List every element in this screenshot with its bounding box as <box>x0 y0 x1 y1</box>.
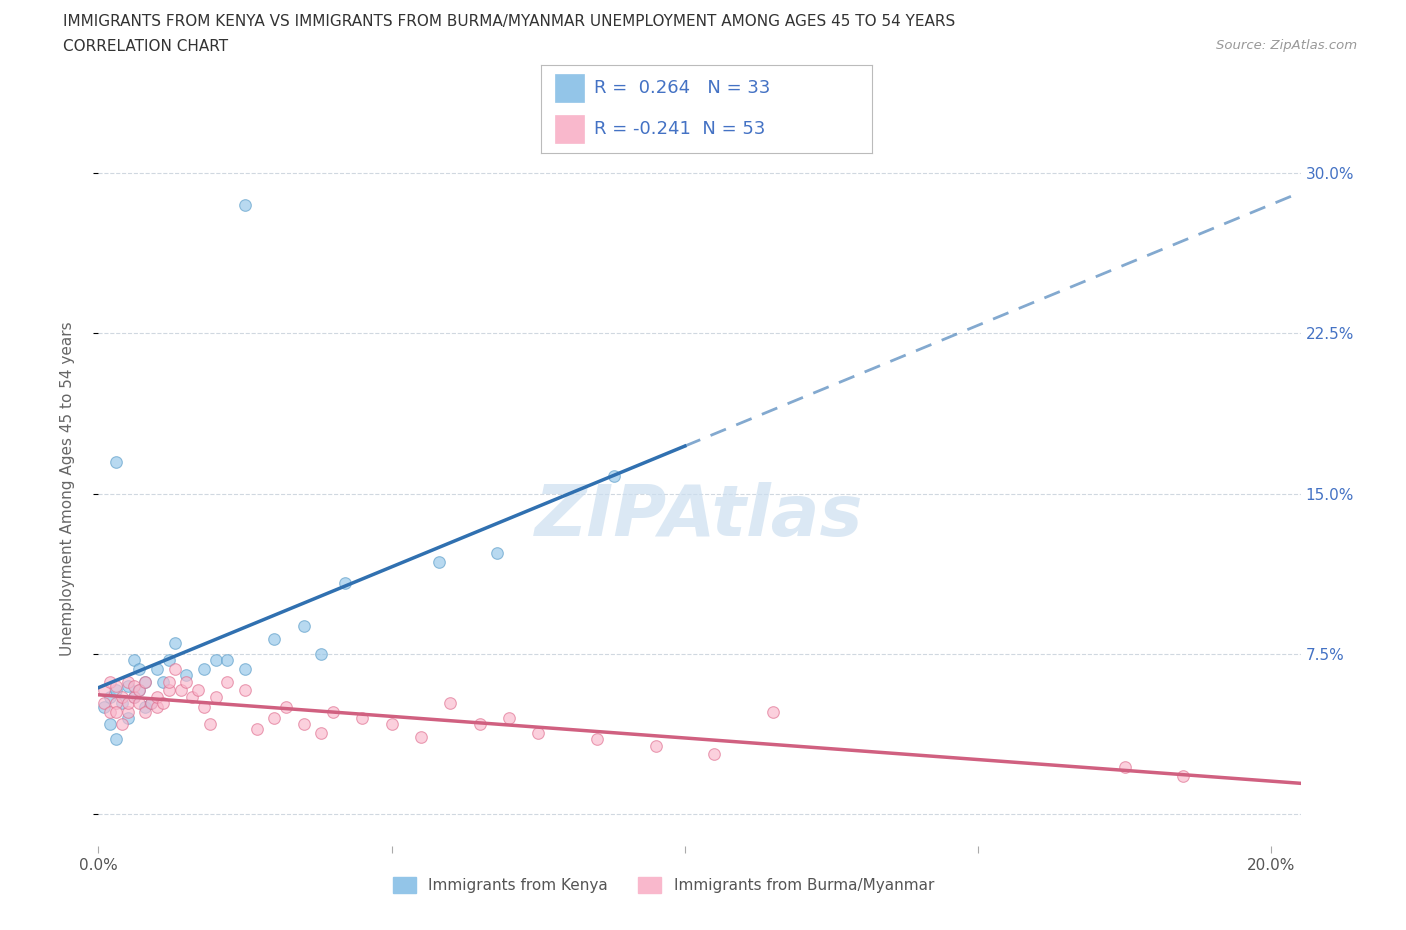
Point <box>105 683 128 698</box>
Point <box>527 725 550 740</box>
Point <box>146 700 169 715</box>
Point <box>468 717 491 732</box>
Point <box>322 704 344 719</box>
Point <box>157 653 180 668</box>
Point <box>233 661 256 676</box>
Point <box>352 711 374 725</box>
Point <box>233 197 256 212</box>
Point <box>204 689 226 704</box>
Point <box>427 554 450 569</box>
Point <box>644 738 666 753</box>
Point <box>309 725 332 740</box>
Point <box>333 576 356 591</box>
Point <box>193 700 215 715</box>
Point <box>193 661 215 676</box>
Text: Source: ZipAtlas.com: Source: ZipAtlas.com <box>1216 39 1357 52</box>
Point <box>122 679 145 694</box>
Point <box>134 704 156 719</box>
Point <box>128 683 150 698</box>
Point <box>111 689 134 704</box>
Point <box>128 683 150 698</box>
Point <box>263 711 285 725</box>
Point <box>762 704 785 719</box>
Point <box>263 631 285 646</box>
Text: CORRELATION CHART: CORRELATION CHART <box>63 39 228 54</box>
Point <box>98 689 121 704</box>
Point <box>198 717 221 732</box>
Point <box>111 717 134 732</box>
Point <box>169 683 191 698</box>
Point <box>439 696 461 711</box>
Point <box>292 717 315 732</box>
Point <box>146 661 169 676</box>
Point <box>105 732 128 747</box>
Point <box>1114 760 1136 775</box>
Point <box>274 700 297 715</box>
Point <box>163 661 186 676</box>
Point <box>176 668 198 683</box>
Point <box>146 689 169 704</box>
Point <box>152 674 174 689</box>
Point <box>163 636 186 651</box>
Text: R = -0.241  N = 53: R = -0.241 N = 53 <box>595 120 765 138</box>
Point <box>117 711 139 725</box>
Point <box>93 696 115 711</box>
Point <box>217 674 239 689</box>
Point <box>117 704 139 719</box>
Point <box>105 454 128 469</box>
Legend: Immigrants from Kenya, Immigrants from Burma/Myanmar: Immigrants from Kenya, Immigrants from B… <box>387 871 941 899</box>
Point <box>117 674 139 689</box>
Point <box>292 618 315 633</box>
Point <box>93 683 115 698</box>
Point <box>98 717 121 732</box>
Point <box>111 696 134 711</box>
Point <box>134 674 156 689</box>
Point <box>187 683 209 698</box>
Point <box>586 732 609 747</box>
Point <box>246 722 269 737</box>
Point <box>181 689 204 704</box>
Point <box>157 674 180 689</box>
Point <box>93 700 115 715</box>
Point <box>703 747 725 762</box>
Point <box>134 700 156 715</box>
Point <box>117 696 139 711</box>
Point <box>128 661 150 676</box>
Point <box>117 679 139 694</box>
Point <box>122 689 145 704</box>
Point <box>176 674 198 689</box>
Point <box>105 704 128 719</box>
Bar <box>554 74 585 102</box>
Point <box>486 546 509 561</box>
Point <box>309 646 332 661</box>
Point <box>381 717 404 732</box>
Point <box>134 674 156 689</box>
Point <box>141 696 163 711</box>
Point <box>152 696 174 711</box>
Text: IMMIGRANTS FROM KENYA VS IMMIGRANTS FROM BURMA/MYANMAR UNEMPLOYMENT AMONG AGES 4: IMMIGRANTS FROM KENYA VS IMMIGRANTS FROM… <box>63 14 956 29</box>
Point <box>157 683 180 698</box>
Point <box>98 674 121 689</box>
Point <box>122 653 145 668</box>
Point <box>98 704 121 719</box>
Point <box>233 683 256 698</box>
Point <box>128 696 150 711</box>
Y-axis label: Unemployment Among Ages 45 to 54 years: Unemployment Among Ages 45 to 54 years <box>60 321 75 656</box>
Point <box>603 469 626 484</box>
Point <box>217 653 239 668</box>
Text: ZIPAtlas: ZIPAtlas <box>536 483 863 551</box>
Point <box>141 696 163 711</box>
Point <box>105 696 128 711</box>
Bar <box>554 114 585 143</box>
Point <box>122 689 145 704</box>
Point <box>105 679 128 694</box>
Point <box>204 653 226 668</box>
Point <box>1173 768 1195 783</box>
Point <box>498 711 520 725</box>
Point <box>409 730 432 745</box>
Text: R =  0.264   N = 33: R = 0.264 N = 33 <box>595 79 770 97</box>
